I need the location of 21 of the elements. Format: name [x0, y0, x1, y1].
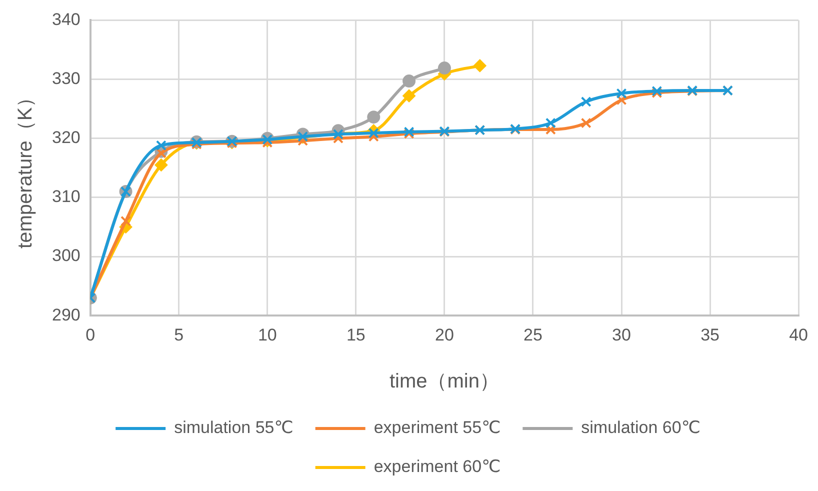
x-tick-label: 30 [612, 325, 631, 344]
y-tick-label: 320 [52, 128, 80, 148]
x-tick-label: 10 [258, 325, 277, 344]
legend-label: experiment 60℃ [374, 457, 501, 476]
x-tick-label: 40 [789, 325, 808, 344]
y-tick-label: 330 [52, 68, 80, 88]
legend-label: experiment 55℃ [374, 418, 501, 438]
legend-label: simulation 60℃ [581, 418, 700, 438]
x-tick-label: 15 [346, 325, 366, 344]
legend-label: simulation 55℃ [174, 418, 294, 438]
x-tick-label: 35 [700, 325, 720, 344]
x-tick-label: 5 [174, 325, 184, 344]
x-tick-label: 25 [524, 325, 542, 344]
y-tick-label: 290 [52, 305, 80, 324]
x-axis-title: time（min） [389, 370, 500, 393]
y-tick-label: 300 [52, 246, 80, 266]
y-tick-label: 310 [52, 187, 80, 206]
y-axis-title: temperature（K） [14, 87, 37, 248]
y-tick-label: 340 [52, 10, 80, 29]
x-tick-label: 0 [86, 325, 96, 344]
x-tick-label: 20 [434, 325, 454, 344]
